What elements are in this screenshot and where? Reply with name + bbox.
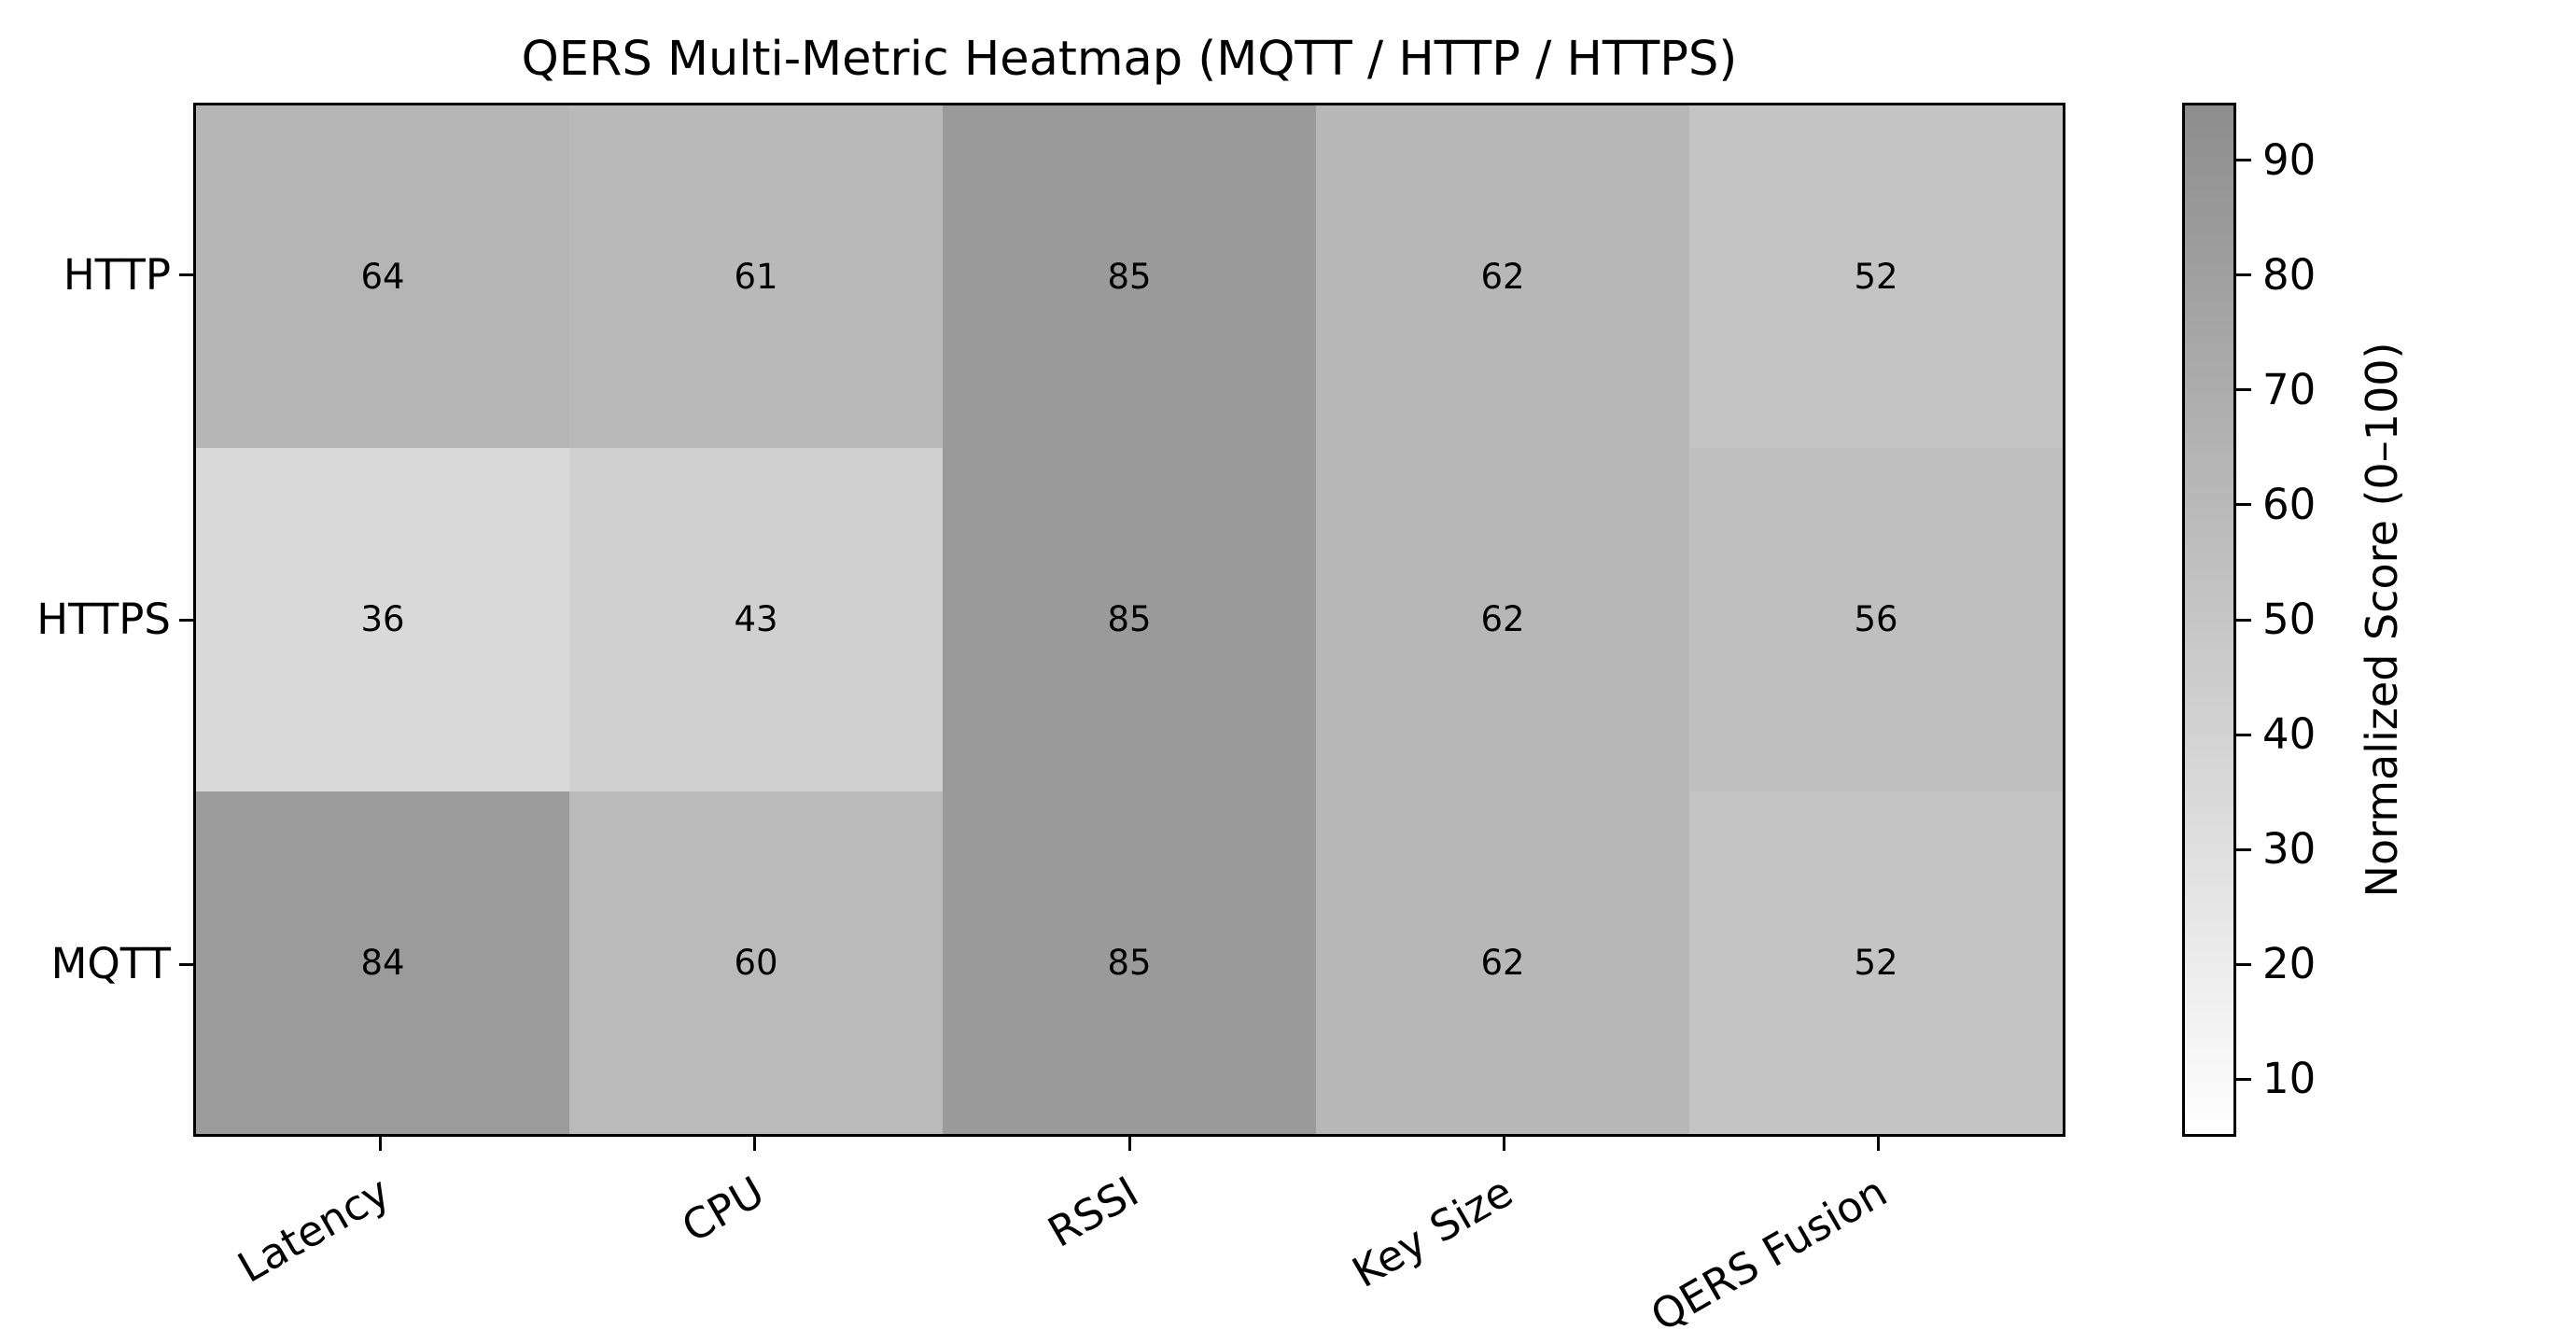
cell-value: 85 — [1107, 257, 1152, 298]
x-tick-mark — [753, 1137, 757, 1151]
colorbar-tick-label-90: 90 — [2262, 134, 2317, 185]
x-tick-label-key-size: Key Size — [1344, 1167, 1521, 1298]
colorbar-tick-mark — [2236, 847, 2251, 851]
colorbar-tick-label-80: 80 — [2262, 249, 2317, 300]
colorbar-tick-label-70: 70 — [2262, 364, 2317, 414]
x-tick-label-rssi: RSSI — [1039, 1167, 1147, 1257]
colorbar-tick-label-40: 40 — [2262, 709, 2317, 760]
cell-value: 62 — [1480, 599, 1525, 640]
cell-value: 61 — [734, 257, 778, 298]
cell-value: 43 — [734, 599, 778, 640]
cell-value: 62 — [1480, 942, 1525, 983]
colorbar-tick-label-10: 10 — [2262, 1054, 2317, 1104]
heatmap-cell-mqtt-rssi: 85 — [943, 791, 1316, 1134]
colorbar-tick-mark — [2236, 1077, 2251, 1081]
x-tick-mark — [1502, 1137, 1505, 1151]
heatmap-cell-mqtt-key-size: 62 — [1316, 791, 1689, 1134]
colorbar-axis-label: Normalized Score (0–100) — [2357, 342, 2407, 898]
chart-title: QERS Multi-Metric Heatmap (MQTT / HTTP /… — [521, 32, 1738, 87]
y-tick-mark — [179, 273, 193, 277]
cell-value: 85 — [1107, 942, 1152, 983]
x-tick-label-cpu: CPU — [673, 1167, 773, 1253]
cell-value: 36 — [360, 599, 405, 640]
x-tick-mark — [1127, 1137, 1131, 1151]
y-tick-mark — [179, 618, 193, 622]
heatmap-grid: 64 61 85 62 52 36 43 85 62 56 84 60 85 62 52 — [193, 103, 2065, 1137]
heatmap-cell-http-cpu: 61 — [569, 105, 943, 449]
colorbar-tick-mark — [2236, 159, 2251, 162]
colorbar-tick-label-30: 30 — [2262, 824, 2317, 875]
heatmap-cell-http-qers-fusion: 52 — [1689, 105, 2063, 449]
colorbar-tick-mark — [2236, 503, 2251, 507]
colorbar-tick-label-60: 60 — [2262, 479, 2317, 529]
heatmap-cell-http-rssi: 85 — [943, 105, 1316, 449]
x-tick-mark — [379, 1137, 383, 1151]
heatmap-cell-http-key-size: 62 — [1316, 105, 1689, 449]
heatmap-cell-http-latency: 64 — [196, 105, 569, 449]
colorbar-tick-label-20: 20 — [2262, 939, 2317, 989]
heatmap-cell-mqtt-latency: 84 — [196, 791, 569, 1134]
cell-value: 64 — [360, 257, 405, 298]
heatmap-cell-https-latency: 36 — [196, 448, 569, 791]
colorbar-tick-mark — [2236, 618, 2251, 622]
y-tick-label-https: HTTPS — [36, 595, 171, 644]
colorbar-tick-mark — [2236, 273, 2251, 277]
cell-value: 52 — [1854, 942, 1898, 983]
cell-value: 52 — [1854, 257, 1898, 298]
y-tick-label-mqtt: MQTT — [50, 939, 171, 989]
heatmap-cell-https-qers-fusion: 56 — [1689, 448, 2063, 791]
y-tick-label-http: HTTP — [63, 249, 171, 300]
cell-value: 60 — [734, 942, 778, 983]
colorbar-tick-mark — [2236, 733, 2251, 736]
x-tick-mark — [1876, 1137, 1880, 1151]
heatmap-cell-https-key-size: 62 — [1316, 448, 1689, 791]
x-tick-label-latency: Latency — [229, 1167, 399, 1293]
heatmap-cell-mqtt-cpu: 60 — [569, 791, 943, 1134]
colorbar-tick-label-50: 50 — [2262, 595, 2317, 644]
heatmap-cell-mqtt-qers-fusion: 52 — [1689, 791, 2063, 1134]
x-tick-label-qers-fusion: QERS Fusion — [1643, 1167, 1896, 1341]
cell-value: 62 — [1480, 257, 1525, 298]
cell-value: 84 — [360, 942, 405, 983]
cell-value: 56 — [1854, 599, 1898, 640]
colorbar-tick-mark — [2236, 388, 2251, 392]
y-tick-mark — [179, 962, 193, 966]
heatmap-cell-https-rssi: 85 — [943, 448, 1316, 791]
colorbar — [2182, 103, 2236, 1137]
colorbar-tick-mark — [2236, 962, 2251, 966]
heatmap-cell-https-cpu: 43 — [569, 448, 943, 791]
cell-value: 85 — [1107, 599, 1152, 640]
